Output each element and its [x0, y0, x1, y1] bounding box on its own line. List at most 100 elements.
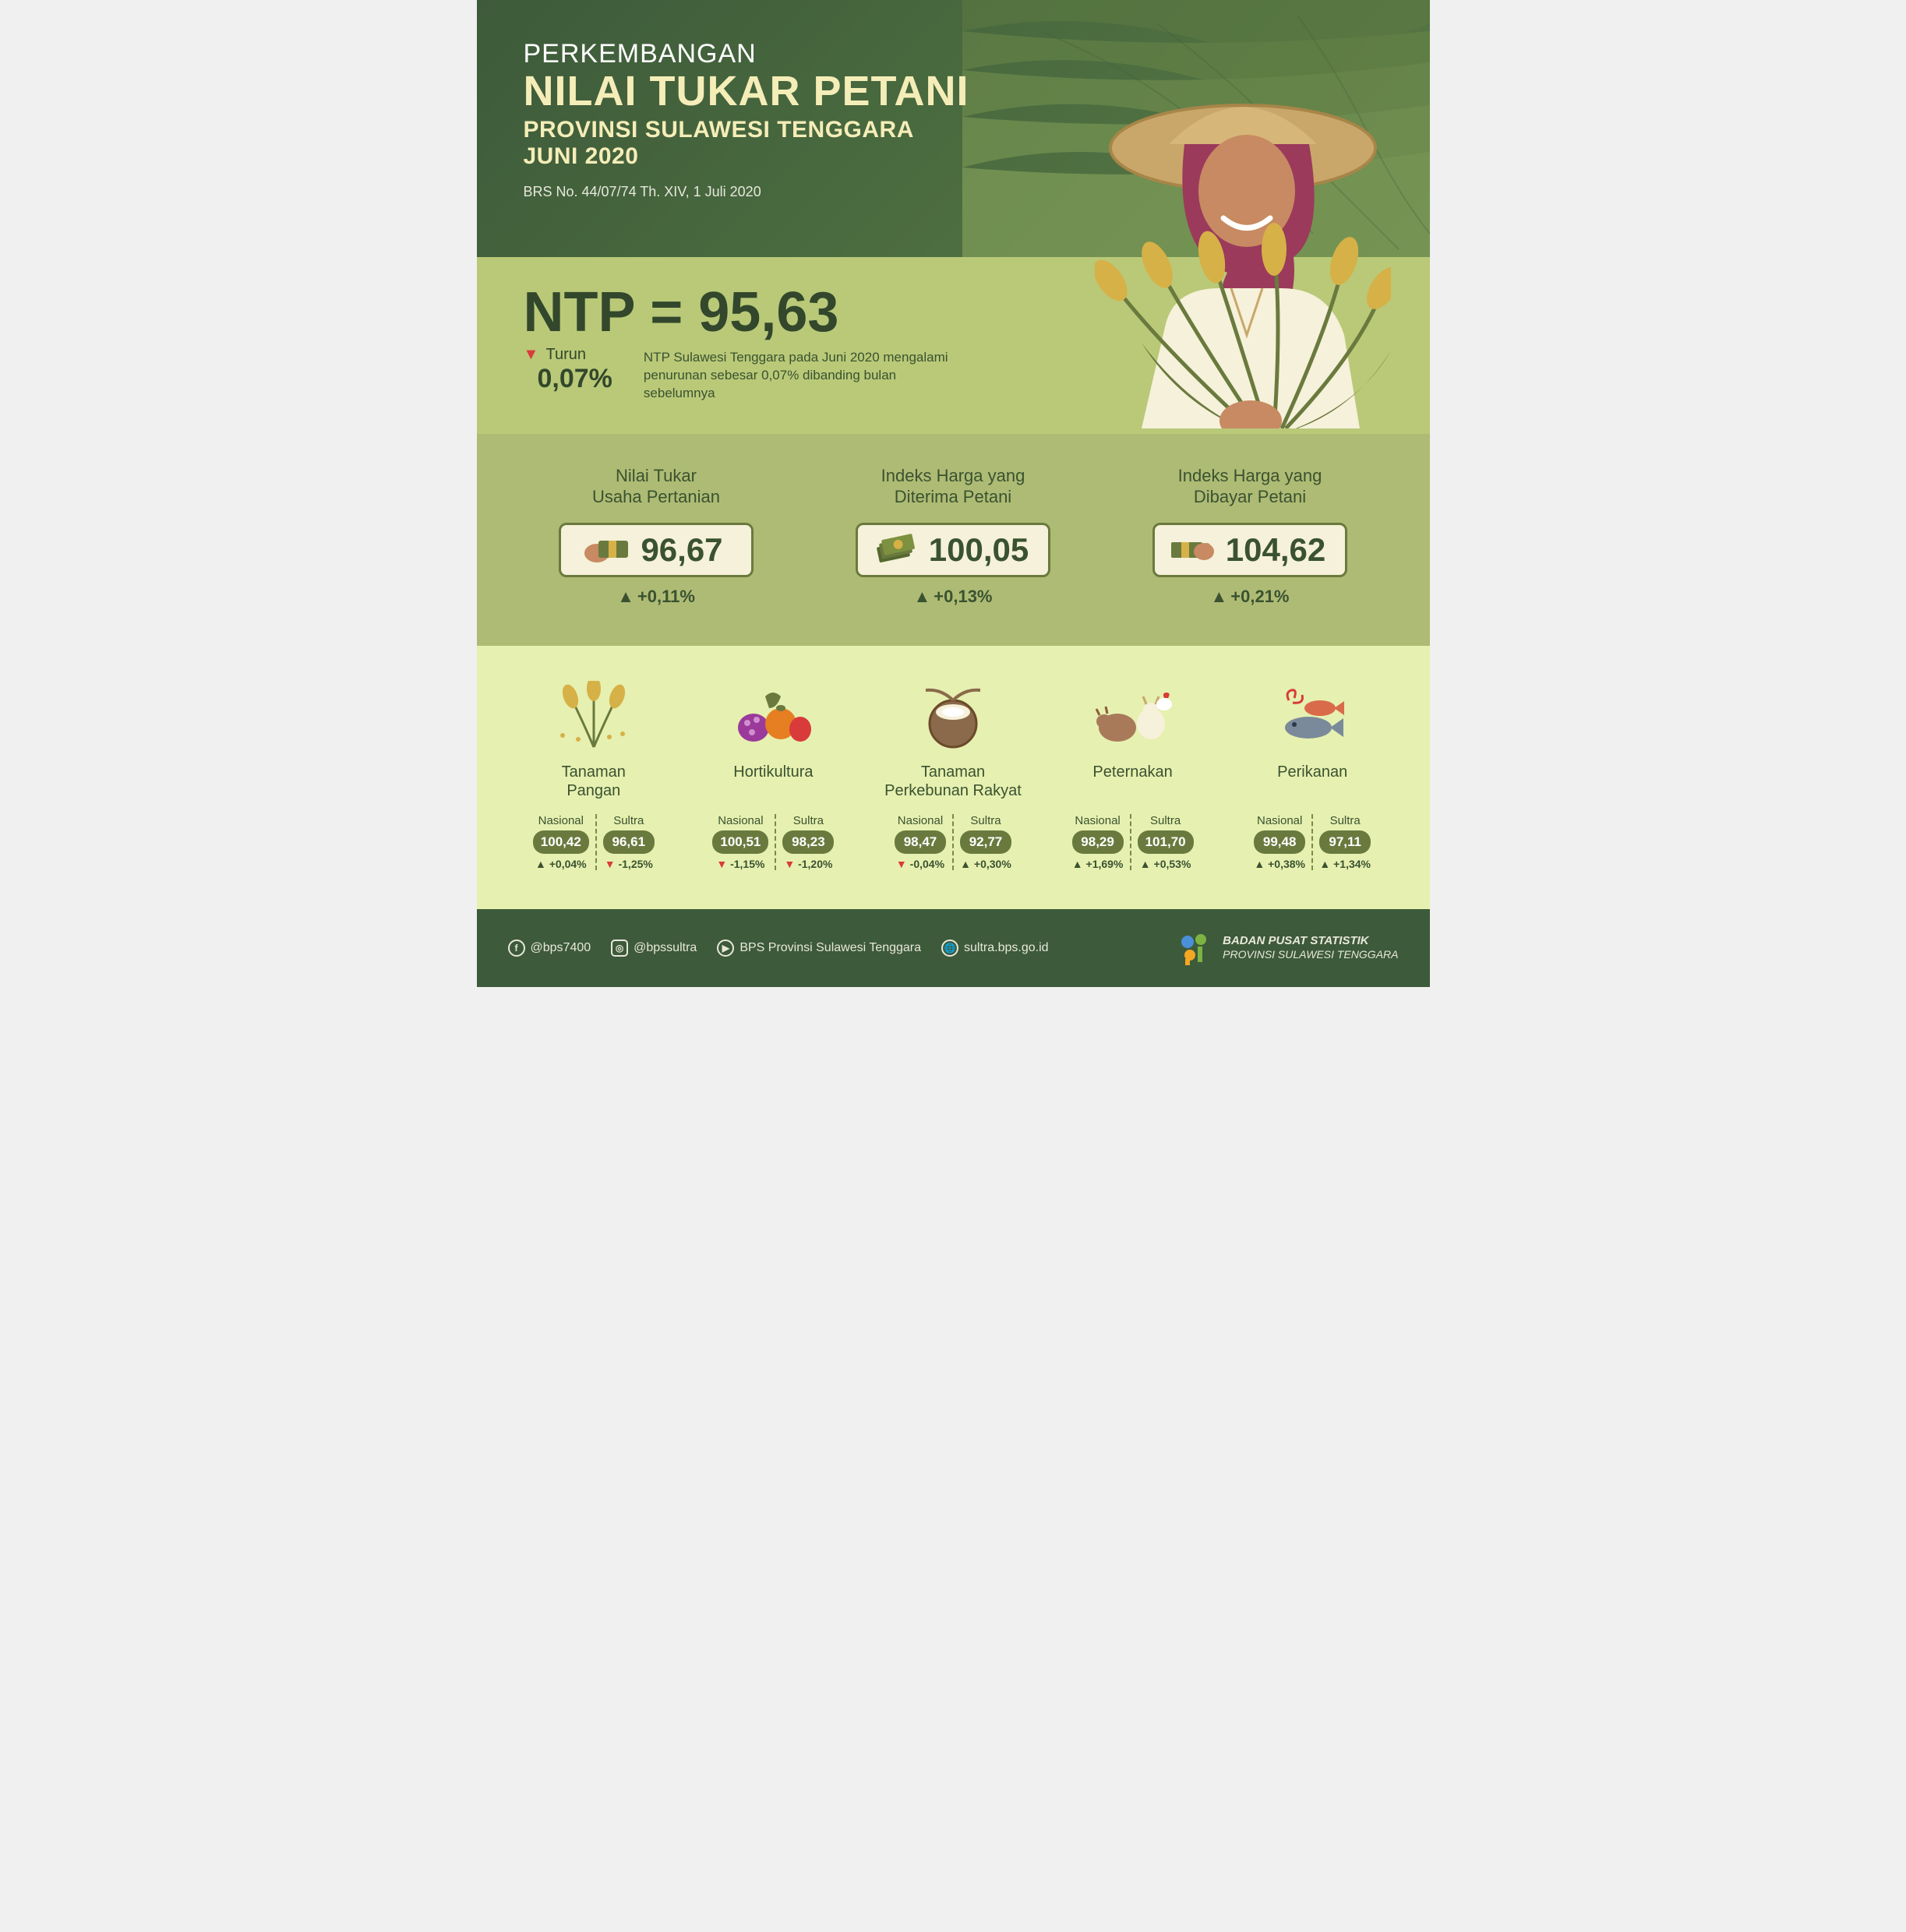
subsector-card: TanamanPerkebunan Rakyat Nasional 98,47 …	[867, 677, 1039, 870]
up-arrow-icon	[1210, 587, 1227, 606]
trend-icon	[896, 858, 907, 870]
sultra-col: Sultra 96,61 -1,25%	[595, 814, 661, 870]
subsector-name: Hortikultura	[687, 763, 859, 803]
org-text: BADAN PUSAT STATISTIK PROVINSI SULAWESI …	[1223, 934, 1398, 962]
nasional-col: Nasional 99,48 +0,38%	[1248, 814, 1311, 870]
nasional-value: 100,51	[712, 830, 768, 854]
subsector-card: TanamanPangan Nasional 100,42 +0,04% Sul…	[508, 677, 680, 870]
sultra-change: +1,34%	[1319, 858, 1371, 870]
nasional-label: Nasional	[895, 814, 946, 827]
nasional-value: 100,42	[533, 830, 589, 854]
subsector-card: Perikanan Nasional 99,48 +0,38% Sultra 9…	[1227, 677, 1399, 870]
social-item: ▶BPS Provinsi Sulawesi Tenggara	[717, 940, 921, 957]
org-line2: PROVINSI SULAWESI TENGGARA	[1223, 948, 1398, 961]
organization-block: BADAN PUSAT STATISTIK PROVINSI SULAWESI …	[1177, 931, 1398, 965]
social-icon: f	[508, 940, 525, 957]
subsector-name: Peternakan	[1047, 763, 1219, 803]
nasional-change: +1,69%	[1072, 858, 1124, 870]
money-icon	[1168, 533, 1215, 567]
sultra-label: Sultra	[1319, 814, 1371, 827]
index-value: 96,67	[641, 531, 722, 569]
nasional-label: Nasional	[712, 814, 768, 827]
nasional-label: Nasional	[533, 814, 589, 827]
social-item: ◎ @bpssultra	[611, 940, 697, 957]
footer-band: f @bps7400 ◎ @bpssultra ▶BPS Provinsi Sulawe…	[477, 909, 1430, 987]
nasional-label: Nasional	[1072, 814, 1124, 827]
sultra-change: -1,25%	[603, 858, 655, 870]
sultra-col: Sultra 101,70 +0,53%	[1130, 814, 1200, 870]
trend-icon	[605, 858, 616, 870]
nasional-col: Nasional 98,29 +1,69%	[1066, 814, 1130, 870]
sultra-value: 98,23	[782, 830, 834, 854]
subsector-icon	[508, 677, 680, 755]
subsector-card: Hortikultura Nasional 100,51 -1,15% Sult…	[687, 677, 859, 870]
up-arrow-icon	[617, 587, 634, 606]
social-text: @bpssultra	[634, 941, 697, 955]
sultra-change: +0,30%	[960, 858, 1011, 870]
org-line1: BADAN PUSAT STATISTIK	[1223, 934, 1369, 947]
trend-icon	[1140, 858, 1151, 870]
index-valuebox: 96,67	[559, 523, 754, 577]
social-icon: 🌐	[941, 940, 958, 957]
down-arrow-icon	[524, 346, 539, 363]
compare-block: Nasional 100,51 -1,15% Sultra 98,23 -1,2…	[687, 814, 859, 870]
trend-icon	[716, 858, 727, 870]
sultra-change: +0,53%	[1138, 858, 1194, 870]
social-links: f @bps7400 ◎ @bpssultra ▶BPS Provinsi Sulawe…	[508, 940, 1049, 957]
trend-icon	[784, 858, 795, 870]
subsector-name: TanamanPangan	[508, 763, 680, 803]
nasional-change: -1,15%	[712, 858, 768, 870]
sultra-label: Sultra	[1138, 814, 1194, 827]
trend-label: Turun	[546, 346, 587, 363]
sultra-value: 92,77	[960, 830, 1011, 854]
index-valuebox: 100,05	[856, 523, 1050, 577]
trend-pct: 0,07%	[538, 364, 612, 394]
index-valuebox: 104,62	[1152, 523, 1347, 577]
ntp-trend: Turun 0,07%	[524, 346, 612, 394]
compare-block: Nasional 98,29 +1,69% Sultra 101,70 +0,5…	[1047, 814, 1219, 870]
subsector-card: Peternakan Nasional 98,29 +1,69% Sultra …	[1047, 677, 1219, 870]
index-title: Nilai TukarUsaha Pertanian	[516, 465, 797, 509]
sultra-change: -1,20%	[782, 858, 834, 870]
sultra-col: Sultra 97,11 +1,34%	[1311, 814, 1377, 870]
trend-icon	[1254, 858, 1265, 870]
subsector-row: TanamanPangan Nasional 100,42 +0,04% Sul…	[508, 677, 1399, 870]
trend-icon	[535, 858, 546, 870]
compare-block: Nasional 99,48 +0,38% Sultra 97,11 +1,34…	[1227, 814, 1399, 870]
sultra-value: 101,70	[1138, 830, 1194, 854]
nasional-label: Nasional	[1254, 814, 1305, 827]
subsector-band: TanamanPangan Nasional 100,42 +0,04% Sul…	[477, 646, 1430, 909]
social-item: f @bps7400	[508, 940, 591, 957]
index-delta: +0,11%	[516, 587, 797, 607]
infographic-page: PERKEMBANGAN NILAI TUKAR PETANI PROVINSI…	[477, 0, 1430, 987]
index-title: Indeks Harga yangDiterima Petani	[813, 465, 1094, 509]
index-delta: +0,21%	[1110, 587, 1391, 607]
bps-logo-icon	[1177, 931, 1212, 965]
money-icon	[583, 533, 630, 567]
subsector-name: TanamanPerkebunan Rakyat	[867, 763, 1039, 803]
up-arrow-icon	[913, 587, 930, 606]
index-value: 104,62	[1226, 531, 1325, 569]
nasional-col: Nasional 98,47 -0,04%	[888, 814, 952, 870]
subsector-icon	[687, 677, 859, 755]
sultra-value: 97,11	[1319, 830, 1371, 854]
sultra-value: 96,61	[603, 830, 655, 854]
index-value: 100,05	[929, 531, 1029, 569]
trend-icon	[960, 858, 971, 870]
social-text: BPS Provinsi Sulawesi Tenggara	[739, 941, 921, 955]
sultra-label: Sultra	[960, 814, 1011, 827]
money-icon	[871, 533, 918, 567]
index-delta: +0,13%	[813, 587, 1094, 607]
nasional-value: 99,48	[1254, 830, 1305, 854]
nasional-change: +0,04%	[533, 858, 589, 870]
nasional-col: Nasional 100,51 -1,15%	[706, 814, 775, 870]
social-text: @bps7400	[531, 941, 591, 955]
social-text: sultra.bps.go.id	[964, 941, 1049, 955]
nasional-value: 98,29	[1072, 830, 1124, 854]
subsector-icon	[1047, 677, 1219, 755]
social-icon: ◎	[611, 940, 628, 957]
index-card: Indeks Harga yangDiterima Petani 100,05 …	[813, 465, 1094, 607]
nasional-value: 98,47	[895, 830, 946, 854]
trend-icon	[1319, 858, 1330, 870]
compare-block: Nasional 98,47 -0,04% Sultra 92,77 +0,30…	[867, 814, 1039, 870]
